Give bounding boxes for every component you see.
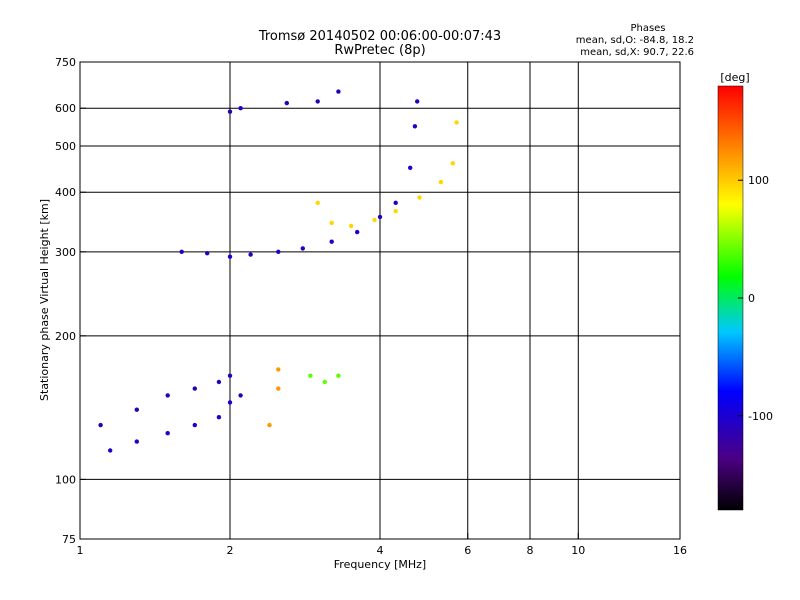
data-point bbox=[216, 415, 222, 420]
data-point bbox=[134, 439, 139, 444]
data-point bbox=[205, 251, 210, 256]
data-point bbox=[336, 373, 341, 378]
chart-subtitle: RwPretec (8p) bbox=[334, 43, 425, 58]
data-point bbox=[227, 373, 233, 378]
data-point bbox=[227, 400, 233, 405]
data-point bbox=[417, 195, 422, 200]
data-point bbox=[248, 252, 253, 257]
x-tick-label: 16 bbox=[673, 544, 687, 557]
colorbar-tick-label: 100 bbox=[748, 174, 769, 187]
data-point bbox=[276, 249, 281, 254]
colorbar-ticks: 100 0 -100 bbox=[738, 174, 773, 423]
data-point bbox=[179, 249, 184, 254]
y-tick-label: 300 bbox=[55, 246, 76, 259]
data-point bbox=[336, 89, 341, 94]
y-tick-label: 75 bbox=[62, 533, 76, 546]
y-axis-label: Stationary phase Virtual Height [km] bbox=[38, 199, 51, 401]
y-tick-label: 400 bbox=[55, 186, 76, 199]
data-point bbox=[329, 239, 334, 244]
x-tick-label: 1 bbox=[77, 544, 84, 557]
data-point bbox=[98, 422, 103, 428]
colorbar-label: [deg] bbox=[720, 71, 749, 84]
y-tick-label: 600 bbox=[55, 102, 76, 115]
data-point bbox=[276, 367, 281, 372]
y-tick-label: 500 bbox=[55, 140, 76, 153]
x-tick-label: 10 bbox=[571, 544, 585, 557]
data-point bbox=[108, 448, 113, 453]
data-point bbox=[192, 386, 197, 391]
data-point bbox=[165, 393, 170, 398]
data-point bbox=[192, 422, 197, 428]
data-point bbox=[393, 200, 398, 205]
grid-lines bbox=[80, 62, 680, 539]
colorbar-tick-label: 0 bbox=[748, 292, 755, 305]
data-point bbox=[329, 220, 334, 226]
data-point bbox=[300, 246, 305, 251]
x-tick-label: 4 bbox=[377, 544, 384, 557]
phases-stats-x: mean, sd,X: 90.7, 22.6 bbox=[580, 47, 694, 58]
data-point bbox=[134, 407, 139, 412]
axis-ticks: 1 2 4 6 8 10 16 75 100 200 300 400 500 600 750 bbox=[55, 56, 687, 557]
x-tick-label: 6 bbox=[464, 544, 471, 557]
x-tick-label: 2 bbox=[227, 544, 234, 557]
chart-title: Tromsø 20140502 00:06:00-00:07:43 bbox=[258, 29, 501, 44]
data-point bbox=[308, 373, 313, 378]
data-point bbox=[315, 200, 320, 205]
data-point bbox=[276, 386, 281, 391]
colorbar-tick-label: -100 bbox=[748, 410, 773, 423]
data-point bbox=[315, 99, 320, 104]
y-tick-label: 100 bbox=[55, 473, 76, 486]
data-point bbox=[165, 431, 170, 436]
data-point bbox=[227, 109, 233, 114]
data-point bbox=[322, 379, 327, 385]
data-point bbox=[372, 217, 377, 223]
x-axis-label: Frequency [MHz] bbox=[334, 558, 426, 571]
y-tick-label: 200 bbox=[55, 330, 76, 343]
data-point bbox=[415, 99, 420, 104]
data-point bbox=[438, 179, 444, 185]
x-tick-label: 8 bbox=[527, 544, 534, 557]
phases-stats-o: mean, sd,O: -84.8, 18.2 bbox=[576, 35, 694, 46]
data-point bbox=[284, 100, 289, 106]
data-point bbox=[377, 214, 383, 220]
data-point bbox=[267, 422, 272, 428]
data-point bbox=[227, 254, 233, 259]
data-point bbox=[238, 106, 243, 111]
data-point bbox=[412, 124, 418, 129]
phases-heading: Phases bbox=[630, 23, 665, 34]
data-point bbox=[355, 229, 360, 235]
data-point bbox=[454, 120, 459, 125]
data-point bbox=[408, 165, 413, 170]
data-point bbox=[348, 223, 354, 229]
data-point bbox=[450, 161, 455, 166]
y-tick-label: 750 bbox=[55, 56, 76, 69]
data-point bbox=[216, 379, 222, 385]
data-point bbox=[393, 209, 398, 214]
data-point bbox=[238, 393, 243, 398]
data-points bbox=[98, 89, 459, 453]
